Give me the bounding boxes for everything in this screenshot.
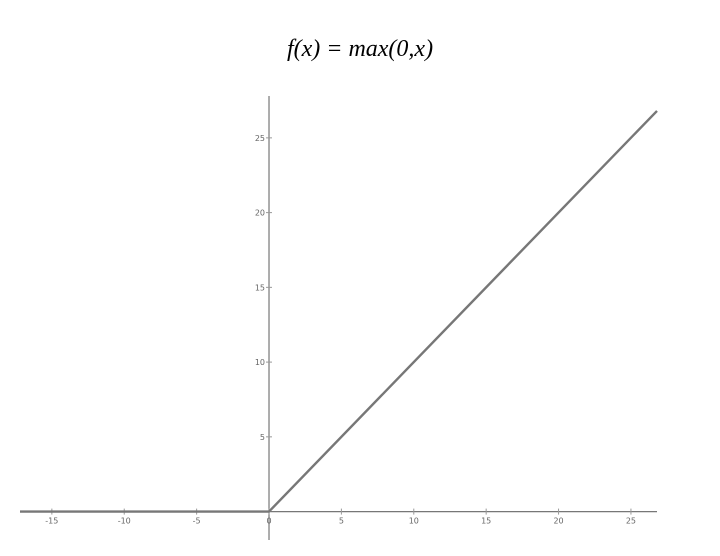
x-tick-label: 0 bbox=[266, 517, 271, 526]
x-tick-label: 10 bbox=[409, 517, 419, 526]
x-tick-label: -15 bbox=[45, 517, 58, 526]
y-tick-label: 5 bbox=[260, 433, 265, 442]
x-tick-label: 15 bbox=[481, 517, 491, 526]
tick-labels: -15 -10 -5 0 5 10 15 20 25 5 10 15 20 25 bbox=[45, 134, 636, 526]
relu-line bbox=[20, 111, 657, 512]
series-group bbox=[20, 111, 657, 512]
y-tick-label: 20 bbox=[255, 209, 265, 218]
y-tick-label: 15 bbox=[255, 283, 265, 292]
axes bbox=[20, 96, 657, 540]
x-tick-label: 5 bbox=[339, 517, 344, 526]
x-tick-label: -5 bbox=[193, 517, 201, 526]
y-tick-label: 25 bbox=[255, 134, 265, 143]
y-tick-label: 10 bbox=[255, 358, 265, 367]
x-tick-label: 25 bbox=[626, 517, 636, 526]
x-tick-label: -10 bbox=[118, 517, 131, 526]
x-tick-label: 20 bbox=[553, 517, 563, 526]
